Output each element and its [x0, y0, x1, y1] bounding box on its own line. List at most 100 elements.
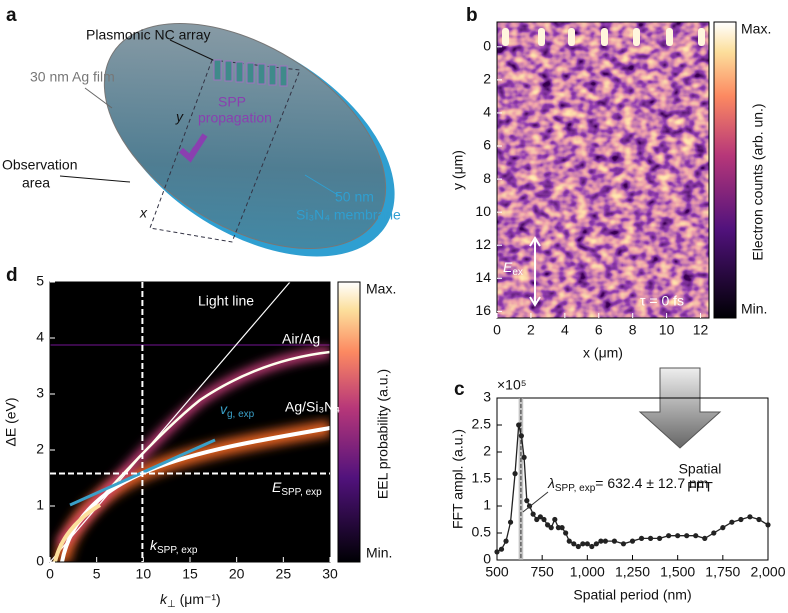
fft-point: [503, 538, 509, 544]
fft-point: [575, 543, 581, 550]
annotation: Light line: [198, 293, 254, 309]
y-tick-label: 0: [36, 553, 44, 569]
panel-label: c: [454, 379, 465, 400]
period-annotation-sub: SPP, exp: [555, 483, 596, 494]
fft-point: [584, 541, 590, 547]
colorbar: [337, 281, 361, 563]
label: propagation: [198, 110, 272, 126]
fft-point: [675, 533, 681, 539]
fft-point: [559, 525, 565, 531]
fft-point: [541, 516, 547, 523]
fft-point: [548, 525, 554, 531]
leader: [304, 174, 339, 196]
annotation: Air/Ag: [282, 331, 320, 347]
colorbar-min: Min.: [366, 545, 392, 561]
y-tick-label: 0: [483, 551, 491, 567]
fft-point: [638, 535, 645, 542]
y-tick-label: 2: [483, 443, 491, 459]
fft-point: [507, 519, 514, 525]
x-tick-label: 15: [182, 566, 198, 582]
fft-point: [666, 533, 672, 539]
y-axis-label: FFT ampl. (a.u.): [450, 429, 466, 529]
fft-point: [544, 522, 551, 528]
fft-point: [647, 535, 654, 542]
fft-point: [598, 538, 604, 544]
fft-point: [765, 522, 771, 528]
label: Si₃N₄ membrane: [296, 207, 401, 223]
x-axis-label-main: k: [160, 591, 168, 607]
x-tick-label: 1,500: [660, 564, 695, 580]
fft-point: [702, 535, 708, 542]
x-axis-label-sub: ⊥: [167, 599, 176, 610]
fft-point: [620, 541, 627, 547]
x-tick-label: 25: [276, 566, 292, 582]
fft-point: [711, 530, 717, 536]
eels-map: [50, 282, 330, 562]
label: 30 nm Ag film: [30, 69, 115, 85]
y-tick-label: 12: [475, 236, 491, 252]
leader: [169, 39, 214, 61]
x-tick-label: 10: [136, 566, 152, 582]
fft-point: [738, 516, 744, 523]
fft-point: [516, 422, 522, 428]
multiplier: ×10⁵: [497, 377, 527, 393]
x-tick-label: 0: [493, 322, 501, 338]
panel-label: a: [6, 5, 17, 26]
x-tick-label: 500: [485, 564, 509, 580]
x-tick-label: 1,750: [705, 564, 740, 580]
y-tick-label: 10: [475, 203, 491, 219]
y-tick-label: 3: [36, 385, 44, 401]
plot-frame: [496, 21, 710, 319]
sample-diagram: Plasmonic NC array 30 nm Ag film SPP pro…: [2, 22, 401, 257]
annotation: Ag/Si₃N₄: [285, 399, 340, 415]
arrow-label: Spatial: [679, 461, 722, 477]
fft-point: [537, 514, 543, 520]
annotation-main: v: [220, 401, 228, 417]
annotation-sub: SPP, exp: [157, 545, 198, 556]
y-tick-label: 1: [36, 497, 44, 513]
y-tick-label: 4: [36, 329, 44, 345]
fft-point: [571, 541, 577, 547]
ag-film: [103, 22, 387, 250]
fft-point: [684, 533, 690, 539]
colorbar-label: EEL probability (a.u.): [375, 369, 391, 499]
fft-point: [494, 549, 500, 555]
y-tick-label: 1.5: [472, 470, 492, 486]
leader: [522, 491, 549, 513]
annotation-main: E: [272, 479, 282, 495]
fft-point: [498, 546, 505, 552]
y-tick-label: 2.5: [472, 416, 492, 432]
arrow-label: FFT: [687, 479, 713, 495]
fft-point: [589, 543, 595, 550]
field-label: Eex: [503, 259, 523, 278]
annotation-sub: g, exp: [227, 409, 255, 420]
colorbar-max: Max.: [741, 21, 771, 37]
label: 50 nm: [335, 189, 374, 205]
fft-point: [555, 525, 562, 531]
x-tick-label: 5: [93, 566, 101, 582]
x-axis-label-rest: (μm⁻¹): [176, 591, 221, 607]
propagation-arrow: [179, 133, 208, 163]
annotation: kSPP, exp: [150, 537, 198, 556]
x-tick-label: 750: [530, 564, 554, 580]
fft-point: [530, 511, 536, 517]
y-tick-label: 5: [36, 273, 44, 289]
y-tick-label: 8: [483, 170, 491, 186]
fft-point: [566, 538, 572, 544]
x-tick-label: 1,000: [570, 564, 605, 580]
y-tick-label: 4: [483, 104, 491, 120]
fft-point: [756, 516, 762, 523]
panel-label: d: [6, 265, 18, 286]
fft-point: [593, 541, 599, 547]
annotation-sub: SPP, exp: [281, 487, 322, 498]
field-arrow: [529, 236, 541, 307]
field-label-sub: ex: [512, 267, 523, 278]
panel-label: b: [466, 5, 478, 26]
annotation: ESPP, exp: [272, 479, 322, 498]
label: Observation: [2, 157, 77, 173]
time-label: τ = 0 fs: [640, 293, 684, 309]
fft-arrow: [638, 367, 722, 449]
fft-point: [602, 538, 609, 544]
nc-array: [213, 59, 288, 87]
